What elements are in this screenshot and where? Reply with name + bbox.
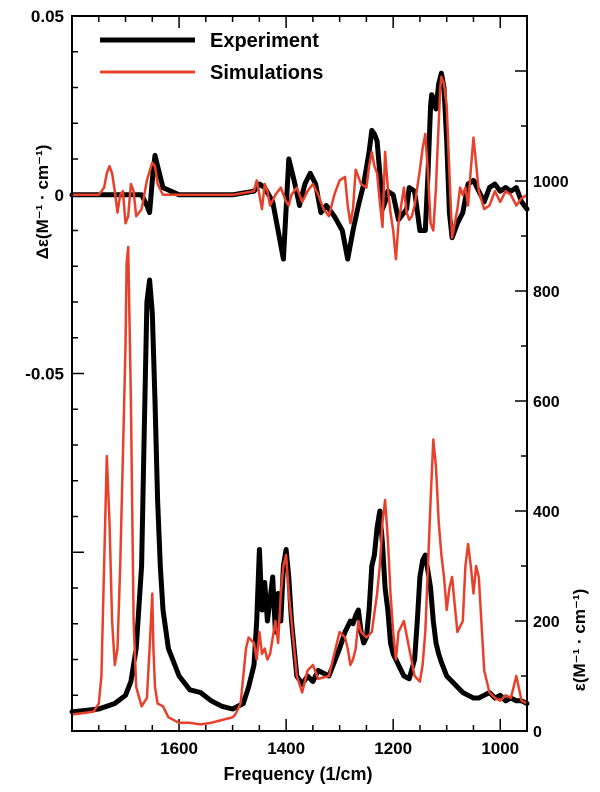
y-right-tick-label: 800	[533, 284, 560, 301]
x-tick-label: 1000	[481, 739, 519, 758]
x-axis-label: Frequency (1/cm)	[223, 764, 372, 784]
y-right-tick-label: 400	[533, 504, 560, 521]
tick-labels: 1600 1400 1200 1000 0.05 0 -0.05 0 200 400 600 800 1…	[25, 7, 568, 758]
x-tick-label: 1400	[267, 739, 305, 758]
legend: Experiment Simulations	[100, 30, 323, 84]
y-left-tick-label: 0.05	[31, 7, 64, 26]
y-right-tick-label: 200	[533, 614, 560, 631]
legend-label-experiment: Experiment	[210, 30, 319, 52]
y-axis-label-right: ε(M⁻¹ · cm⁻¹)	[570, 589, 589, 692]
y-axis-label-left: Δε(M⁻¹ · cm⁻¹)	[33, 145, 52, 260]
y-right-tick-label: 1000	[533, 174, 569, 191]
x-tick-label: 1200	[374, 739, 412, 758]
series-line-top-simulations	[70, 75, 529, 261]
series-line-bottom-simulations	[70, 245, 529, 726]
y-left-tick-label: 0	[55, 186, 64, 205]
series-line-bottom-experiment	[69, 277, 530, 715]
legend-label-simulations: Simulations	[210, 62, 323, 84]
series-layer	[69, 70, 530, 726]
y-left-tick-label: -0.05	[25, 365, 64, 384]
plot-frame	[71, 15, 528, 732]
x-tick-label: 1600	[160, 739, 198, 758]
series-line-top-experiment	[69, 70, 530, 262]
y-right-tick-label: 600	[533, 394, 560, 411]
y-right-tick-label: 0	[533, 724, 542, 741]
